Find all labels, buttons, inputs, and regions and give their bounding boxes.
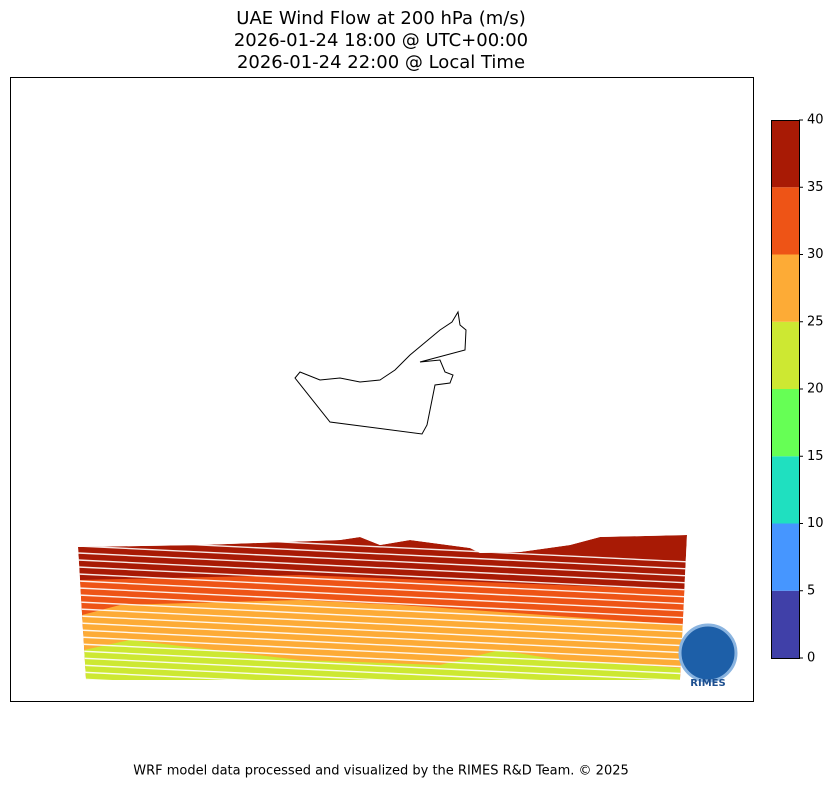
streak	[78, 594, 687, 626]
streak	[78, 671, 687, 680]
colorbar-tick-label: 25	[807, 314, 824, 329]
colorbar-segment	[771, 389, 799, 457]
streak	[78, 650, 687, 680]
title-line: 2026-01-24 22:00 @ Local Time	[237, 52, 525, 73]
streak	[78, 573, 687, 605]
footer: WRF model data processed and visualized …	[133, 764, 629, 779]
streak	[78, 615, 687, 647]
colorbar-segment	[771, 187, 799, 255]
colorbar-tick-label: 30	[807, 247, 824, 262]
streak	[78, 657, 687, 680]
colorbar-tick-label: 0	[807, 651, 815, 666]
streak	[78, 678, 687, 680]
streak	[78, 587, 687, 619]
colorbar-segment	[771, 456, 799, 524]
streak	[78, 629, 687, 661]
wind-region	[84, 640, 680, 680]
map-frame	[10, 77, 754, 702]
streak	[78, 580, 687, 612]
streak	[78, 552, 687, 584]
colorbar-segment	[771, 254, 799, 322]
uae-outline	[294, 310, 467, 435]
colorbar-tick-label: 20	[807, 382, 824, 397]
colorbar-tick-label: 10	[807, 516, 824, 531]
colorbar	[771, 119, 803, 659]
colorbar-tick-label: 35	[807, 180, 824, 195]
wind-field	[78, 535, 687, 680]
logo-emblem	[678, 623, 738, 683]
colorbar-tick-label: 5	[807, 583, 815, 598]
streak	[78, 636, 687, 668]
colorbar-frame	[771, 120, 800, 659]
streak	[78, 566, 687, 598]
colorbar-segment	[771, 523, 799, 591]
wind-streaks	[78, 535, 687, 680]
colorbar-segment	[771, 120, 799, 188]
logo-text: RIMES	[690, 678, 725, 689]
streak	[78, 559, 687, 591]
colorbar-tick-label: 15	[807, 449, 824, 464]
streak	[78, 643, 687, 675]
streak	[78, 664, 687, 680]
streak	[78, 622, 687, 654]
colorbar-segment	[771, 590, 799, 658]
title-line: UAE Wind Flow at 200 hPa (m/s)	[236, 8, 525, 29]
colorbar-segment	[771, 321, 799, 389]
streak	[78, 608, 687, 640]
streak	[78, 545, 687, 577]
streak	[78, 601, 687, 633]
colorbar-tick-label: 40	[807, 113, 824, 128]
title-line: 2026-01-24 18:00 @ UTC+00:00	[234, 30, 528, 51]
